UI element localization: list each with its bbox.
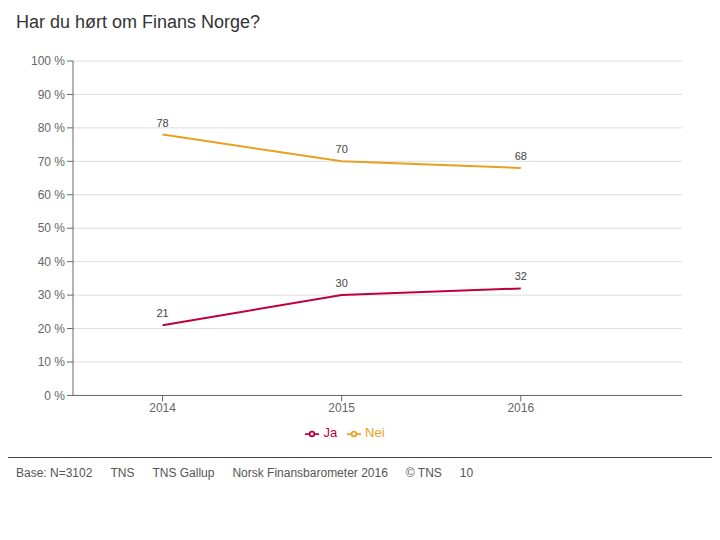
- html-text:TNS: TNS: [110, 466, 135, 480]
- svg-text:70: 70: [336, 143, 348, 155]
- svg-text:60 %: 60 %: [38, 188, 66, 202]
- svg-text:100 %: 100 %: [31, 54, 65, 68]
- svg-text:2014: 2014: [149, 401, 176, 415]
- svg-text:10 %: 10 %: [38, 355, 66, 369]
- svg-text:32: 32: [515, 270, 527, 282]
- svg-text:2015: 2015: [328, 401, 355, 415]
- html-text:Norsk Finansbarometer 2016: Norsk Finansbarometer 2016: [232, 466, 388, 480]
- svg-text:40 %: 40 %: [38, 255, 66, 269]
- svg-text:70 %: 70 %: [38, 155, 66, 169]
- svg-text:2016: 2016: [507, 401, 534, 415]
- svg-text:78: 78: [156, 117, 168, 129]
- html-text:© TNS: © TNS: [405, 466, 442, 480]
- svg-text:21: 21: [156, 307, 168, 319]
- svg-text:30: 30: [336, 277, 348, 289]
- html-text:Base: N=3102: Base: N=3102: [16, 466, 93, 480]
- svg-text:68: 68: [515, 150, 527, 162]
- html-text:Har du hørt om Finans Norge?: Har du hørt om Finans Norge?: [16, 12, 261, 32]
- svg-text:20 %: 20 %: [38, 322, 66, 336]
- svg-text:80 %: 80 %: [38, 121, 66, 135]
- svg-text:90 %: 90 %: [38, 88, 66, 102]
- html-text:Ja: Ja: [323, 425, 338, 441]
- svg-text:30 %: 30 %: [38, 288, 66, 302]
- svg-text:50 %: 50 %: [38, 221, 66, 235]
- svg-text:0 %: 0 %: [44, 389, 65, 403]
- html-text:Nei: Nei: [365, 425, 385, 441]
- html-text:TNS Gallup: TNS Gallup: [152, 466, 215, 480]
- html-text:10: 10: [459, 466, 474, 480]
